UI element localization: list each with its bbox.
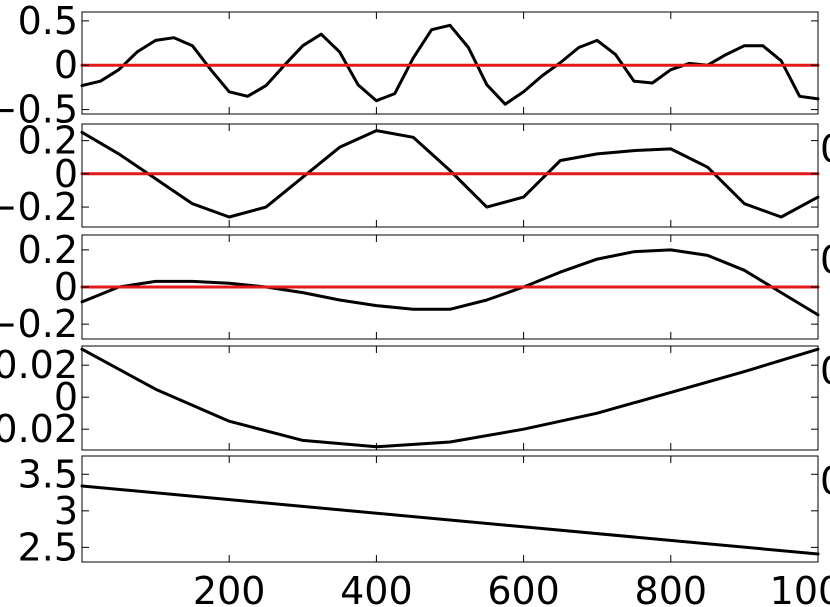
right-axis-label: 0 (820, 459, 830, 503)
x-tick-label: 600 (487, 569, 560, 607)
y-tick-label: 2.5 (18, 525, 78, 569)
data-line (80, 248, 820, 317)
axes-frame (81, 123, 819, 228)
y-tick-label: 0 (54, 375, 78, 419)
x-tick-label: 200 (193, 569, 266, 607)
y-tick-label: 3.5 (18, 452, 78, 496)
subplot-4: 0.020−0.020 (0, 343, 830, 451)
subplot-1: 0.50−0.5 (0, 0, 820, 132)
right-axis-label: 0 (820, 127, 830, 171)
y-tick-label: 0.2 (18, 228, 78, 272)
subplot-3: 0.20−0.20 (0, 228, 830, 346)
y-tick-label: 0 (54, 152, 78, 196)
axes-frame (81, 11, 819, 115)
y-tick-label: −0.2 (0, 185, 78, 229)
right-axis-label: 0 (820, 349, 830, 393)
subplot-2: 0.20−0.20 (0, 119, 830, 229)
data-line (80, 347, 820, 449)
x-tick-label: 400 (340, 569, 413, 607)
y-tick-label: 0.02 (0, 343, 78, 387)
data-line (80, 129, 820, 219)
right-axis-label: 0 (820, 238, 830, 282)
axes-frame (81, 455, 819, 563)
y-tick-label: 0.5 (18, 0, 78, 43)
x-tick-label: 800 (635, 569, 708, 607)
y-tick-label: 0 (54, 43, 78, 87)
y-tick-label: 0.2 (18, 119, 78, 163)
y-tick-label: −0.02 (0, 407, 78, 451)
y-tick-label: 3 (54, 489, 78, 533)
axes-frame (81, 345, 819, 451)
y-tick-label: −0.5 (0, 88, 78, 132)
subplot-5: 3.532.5 0 200 400 600 800 1000 (18, 452, 830, 607)
x-tick-label: 1000 (770, 569, 830, 607)
data-line (80, 484, 820, 556)
y-tick-label: −0.2 (0, 302, 78, 346)
y-tick-label: 0 (54, 265, 78, 309)
